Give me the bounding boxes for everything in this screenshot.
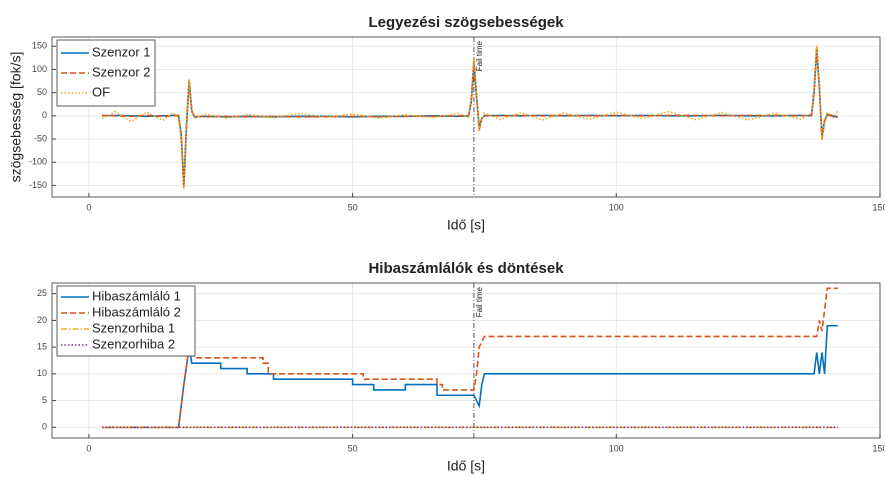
y-tick-label: 15 (37, 342, 47, 352)
x-tick-label: 100 (609, 443, 624, 453)
chart-title: Legyezési szögsebességek (368, 14, 564, 31)
x-tick-label: 50 (348, 202, 358, 212)
x-tick-label: 0 (86, 443, 91, 453)
x-axis-label: Idő [s] (447, 458, 485, 474)
y-tick-label: 100 (32, 64, 47, 74)
y-tick-label: 5 (42, 395, 47, 405)
x-tick-label: 0 (86, 202, 91, 212)
x-axis-label: Idő [s] (447, 217, 485, 233)
y-tick-label: 20 (37, 315, 47, 325)
series-line (102, 287, 838, 429)
y-tick-label: 50 (37, 87, 47, 97)
y-tick-label: 0 (42, 110, 47, 120)
chart-title: Hibaszámlálók és döntések (368, 260, 564, 277)
axes: -150 -100 -50 0 50 100 150 0 50 100 150 (29, 36, 885, 212)
y-tick-label: -100 (29, 157, 47, 167)
legend-label: OF (92, 84, 110, 99)
axes-box (51, 282, 881, 439)
x-tick-label: 150 (872, 202, 885, 212)
y-axis-label: szögsebesség [fok/s] (8, 52, 24, 183)
x-tick-label: 100 (609, 202, 624, 212)
series-line (102, 324, 838, 429)
legend-label: Szenzor 1 (92, 44, 151, 59)
fail-time-label: Fail time (475, 40, 484, 71)
y-tick-label: -150 (29, 180, 47, 190)
y-tick-label: 0 (42, 422, 47, 432)
x-tick-label: 150 (872, 443, 885, 453)
y-tick-label: 150 (32, 41, 47, 51)
fail-time-label: Fail time (475, 286, 484, 317)
axes-box (51, 36, 881, 198)
legend: Szenzor 1 Szenzor 2 OF (56, 39, 156, 107)
legend-label: Szenzorhiba 1 (92, 320, 175, 335)
legend-label: Szenzor 2 (92, 64, 151, 79)
y-tick-label: 10 (37, 368, 47, 378)
y-tick-label: 25 (37, 288, 47, 298)
legend-label: Hibaszámláló 1 (92, 288, 181, 303)
legend-label: Hibaszámláló 2 (92, 304, 181, 319)
x-tick-label: 50 (348, 443, 358, 453)
plot-area (52, 37, 880, 197)
y-tick-label: -50 (34, 133, 47, 143)
legend-label: Szenzorhiba 2 (92, 336, 175, 351)
